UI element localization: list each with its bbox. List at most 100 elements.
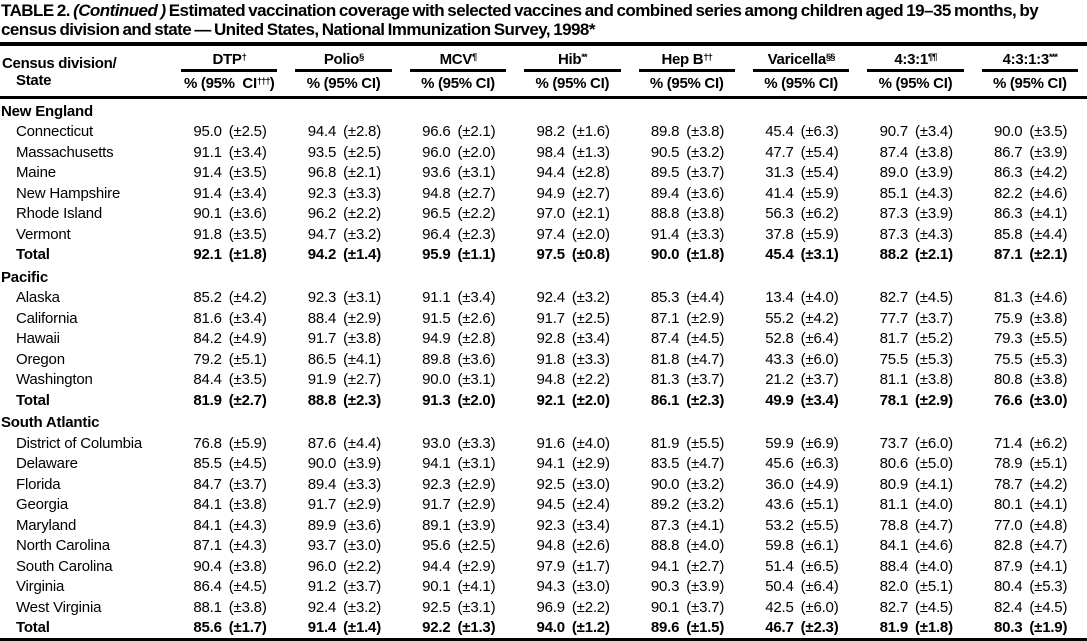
coverage-value: 73.7	[879, 434, 909, 452]
coverage-value: 80.6	[879, 455, 909, 473]
subheader-pre: % (95% CI	[878, 75, 948, 92]
confidence-interval: (±3.2)	[571, 289, 610, 307]
data-cell: 95.0 (±2.5)	[172, 122, 286, 143]
confidence-interval: (±4.1)	[343, 350, 381, 368]
data-cell-content: 89.8 (±3.6)	[421, 351, 495, 368]
coverage-value: 84.7	[193, 475, 222, 493]
section-name: New England	[1, 102, 93, 120]
coverage-value: 79.3	[993, 330, 1023, 348]
data-cell: 87.4 (±3.8)	[858, 142, 972, 163]
data-cell-content: 41.4 (±5.9)	[764, 185, 838, 202]
coverage-value: 45.4	[765, 123, 794, 141]
data-cell-content: 45.4 (±3.1)	[764, 246, 838, 263]
coverage-value: 87.9	[993, 557, 1023, 575]
coverage-value: 97.9	[536, 557, 565, 575]
table-title-continued: (Continued )	[73, 1, 166, 20]
data-cell: 94.4 (±2.8)	[515, 163, 629, 184]
data-cell: 85.1 (±4.3)	[858, 183, 972, 204]
data-cell-content: 81.8 (±4.7)	[649, 351, 724, 368]
confidence-interval: (±3.5)	[228, 371, 267, 389]
data-cell: 88.8 (±2.3)	[286, 390, 400, 411]
confidence-interval: (±1.3)	[571, 143, 610, 161]
data-cell-content: 21.2 (±3.7)	[764, 371, 839, 389]
coverage-value: 85.5	[193, 455, 222, 473]
data-cell: 87.4 (±4.5)	[630, 329, 744, 350]
coverage-value: 91.1	[422, 289, 451, 307]
data-cell-content: 80.4 (±5.3)	[992, 578, 1067, 595]
coverage-value: 78.9	[993, 455, 1023, 473]
subheader-text: % (95% CI)	[307, 75, 381, 92]
state-cell: Florida	[16, 475, 61, 493]
data-cell-content: 53.2 (±5.5)	[764, 517, 838, 534]
data-cell: 90.7 (±3.4)	[858, 122, 972, 143]
data-cell-content: 83.5 (±4.7)	[649, 455, 724, 472]
data-cell: 91.6 (±4.0)	[515, 433, 629, 454]
coverage-value: 85.3	[650, 289, 680, 307]
coverage-value: 51.4	[765, 557, 794, 575]
coverage-value: 87.4	[650, 330, 680, 348]
coverage-value: 86.5	[307, 350, 337, 368]
data-cell: 81.9 (±1.8)	[858, 618, 972, 641]
data-cell-content: 91.2 (±3.7)	[306, 578, 381, 595]
confidence-interval: (±3.3)	[457, 434, 496, 452]
data-cell-content: 82.7 (±4.5)	[878, 289, 953, 306]
data-cell-content: 43.6 (±5.1)	[764, 496, 838, 513]
coverage-value: 52.8	[765, 330, 794, 348]
coverage-value: 91.3	[422, 391, 451, 409]
data-cell: 73.7 (±6.0)	[858, 433, 972, 454]
confidence-interval: (±4.6)	[915, 537, 953, 555]
coverage-value: 75.5	[993, 350, 1023, 368]
data-cell-content: 86.4 (±4.5)	[192, 578, 266, 595]
data-cell-content: 78.7 (±4.2)	[992, 476, 1067, 493]
data-cell: 90.1 (±4.1)	[401, 577, 515, 598]
confidence-interval: (±4.7)	[915, 516, 953, 534]
data-cell: 87.1 (±4.3)	[172, 536, 286, 557]
confidence-interval: (±3.7)	[686, 164, 725, 182]
coverage-value: 83.5	[650, 455, 680, 473]
data-cell: 80.4 (±5.3)	[973, 577, 1087, 598]
data-cell: 97.4 (±2.0)	[515, 224, 629, 245]
confidence-interval: (±5.1)	[228, 350, 267, 368]
confidence-interval: (±2.0)	[457, 391, 496, 409]
coverage-value: 96.0	[422, 143, 451, 161]
data-cell-content: 90.7 (±3.4)	[878, 123, 953, 140]
data-cell: 91.8 (±3.5)	[172, 224, 286, 245]
coverage-value: 94.5	[536, 496, 565, 514]
table-row: Rhode Island 90.1 (±3.6) 96.2 (±2.2) 96.5 (±2.…	[0, 204, 1087, 225]
data-cell-content: 87.3 (±4.3)	[878, 226, 953, 243]
column-header: 4:3:1:3***	[973, 44, 1087, 72]
subheader-pre: % (95% CI	[649, 75, 719, 92]
subheader-text: % (95% CI)	[421, 75, 495, 92]
confidence-interval: (±3.7)	[800, 371, 839, 389]
table-row: West Virginia 88.1 (±3.8) 92.4 (±3.2) 92.5 (±3…	[0, 597, 1087, 618]
data-cell: 94.9 (±2.7)	[515, 183, 629, 204]
confidence-interval: (±2.4)	[571, 496, 610, 514]
data-cell: 41.4 (±5.9)	[744, 183, 858, 204]
data-cell: 91.7 (±3.8)	[286, 329, 400, 350]
data-cell-content: 88.8 (±3.8)	[649, 205, 724, 222]
confidence-interval: (±4.1)	[1029, 496, 1068, 514]
coverage-value: 91.4	[193, 164, 222, 182]
confidence-interval: (±3.1)	[457, 371, 496, 389]
state-cell: Connecticut	[16, 123, 94, 141]
data-cell-content: 89.5 (±3.7)	[649, 164, 724, 181]
confidence-interval: (±4.8)	[1029, 516, 1068, 534]
confidence-interval: (±4.5)	[915, 289, 953, 307]
data-cell: 86.7 (±3.9)	[973, 142, 1087, 163]
column-header: Hep B††	[630, 44, 744, 72]
column-header: DTP†	[172, 44, 286, 72]
confidence-interval: (±4.7)	[1029, 537, 1068, 555]
table-row: Total 85.6 (±1.7) 91.4 (±1.4) 92.2 (±1.3) 94.0 (…	[0, 618, 1087, 641]
data-cell-content: 89.1 (±3.9)	[421, 517, 495, 534]
data-cell-content: 94.3 (±3.0)	[535, 578, 609, 595]
coverage-value: 37.8	[765, 225, 794, 243]
data-cell-content: 96.0 (±2.0)	[421, 143, 495, 161]
data-cell-content: 59.8 (±6.1)	[764, 537, 838, 554]
data-cell-content: 86.3 (±4.2)	[992, 164, 1067, 181]
table-row: Total 92.1 (±1.8) 94.2 (±1.4) 95.9 (±1.1) 97.5 (…	[0, 245, 1087, 266]
confidence-interval: (±2.2)	[571, 371, 610, 389]
data-cell-content: 96.8 (±2.1)	[306, 164, 381, 181]
data-cell: 96.2 (±2.2)	[286, 204, 400, 225]
subheader-post: )	[1061, 75, 1067, 92]
data-cell: 87.3 (±4.3)	[858, 224, 972, 245]
